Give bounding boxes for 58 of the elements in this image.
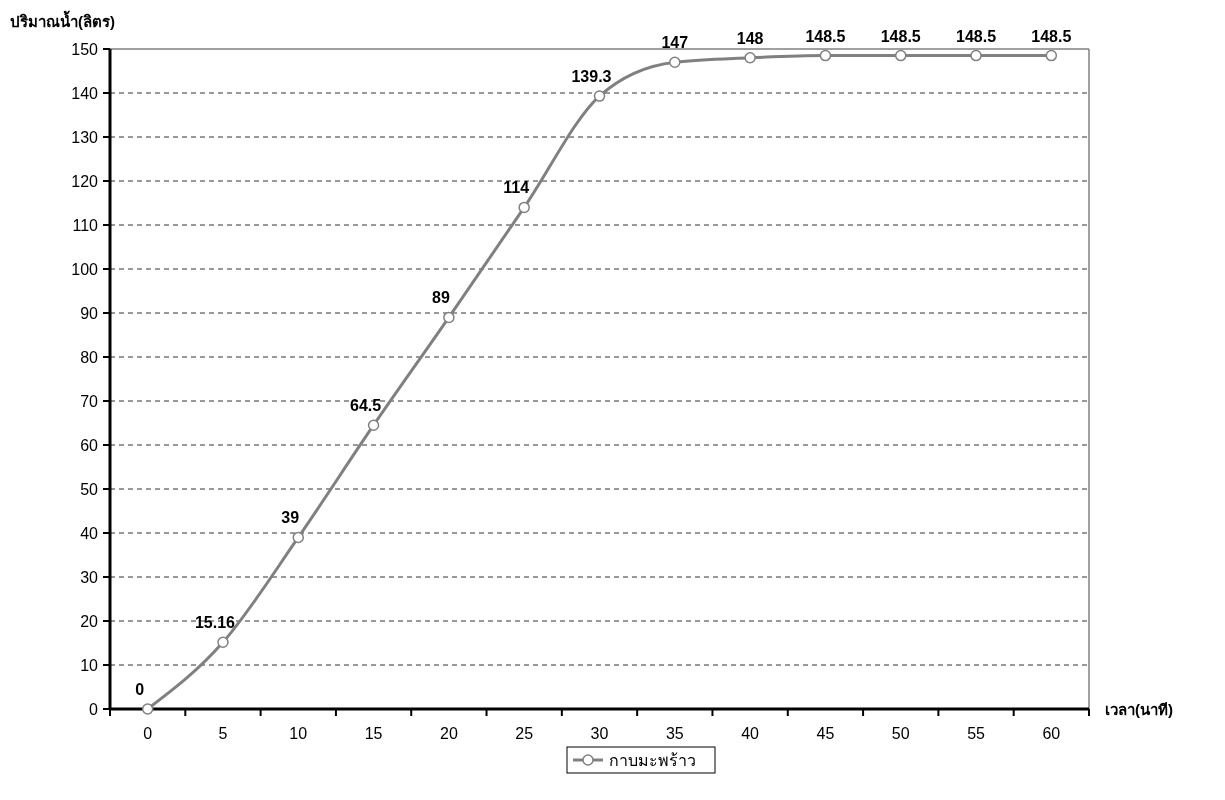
- y-tick-label: 150: [71, 40, 99, 58]
- data-label: 39: [281, 509, 300, 527]
- y-tick-label: 60: [80, 436, 99, 454]
- y-tick-label: 40: [80, 524, 99, 542]
- x-tick-label: 30: [590, 725, 609, 742]
- y-tick-label: 20: [80, 612, 99, 630]
- data-label: 139.3: [571, 68, 612, 86]
- y-tick-label: 50: [80, 480, 99, 498]
- data-label: 147: [661, 34, 689, 52]
- data-label: 148.5: [956, 27, 997, 45]
- data-label: 148.5: [805, 27, 846, 45]
- y-tick-label: 100: [71, 260, 99, 278]
- data-label: 64.5: [350, 397, 382, 415]
- point: [970, 49, 982, 62]
- y-tick-label: 120: [71, 172, 99, 190]
- data-label: 148.5: [1031, 27, 1072, 45]
- point: [141, 703, 154, 715]
- x-tick-label: 5: [218, 725, 228, 742]
- y-tick-label: 80: [80, 348, 99, 366]
- point: [367, 419, 380, 431]
- data-label: 0: [135, 681, 145, 698]
- x-tick-label: 50: [891, 725, 910, 742]
- legend-label: กาบมะพร้าว: [609, 751, 696, 769]
- point: [217, 636, 229, 649]
- data-label: 148: [736, 29, 764, 47]
- y-tick-label: 90: [80, 304, 99, 322]
- x-tick-label: 40: [741, 725, 760, 742]
- x-axis-title: เวลา(นาที): [1105, 701, 1173, 718]
- point: [744, 52, 756, 64]
- x-tick-label: 15: [364, 725, 383, 742]
- y-tick-label: 10: [80, 656, 99, 674]
- x-tick-label: 55: [967, 725, 986, 742]
- point: [669, 56, 681, 68]
- y-tick-label: 0: [89, 700, 99, 718]
- x-tick-label: 0: [143, 725, 153, 742]
- point: [443, 311, 455, 324]
- y-tick-label: 110: [72, 216, 99, 234]
- y-tick-label: 130: [71, 128, 99, 146]
- point: [518, 201, 530, 214]
- x-tick-label: 10: [289, 725, 308, 742]
- x-tick-label: 35: [665, 725, 684, 742]
- point: [819, 49, 832, 62]
- x-tick-label: 20: [439, 725, 458, 742]
- y-axis-title: ปริมาณน้ำ(ลิตร): [10, 10, 115, 30]
- point: [894, 49, 907, 62]
- y-tick-label: 30: [80, 568, 99, 586]
- point: [593, 90, 606, 102]
- point: [1045, 49, 1058, 62]
- data-label: 114: [503, 179, 530, 197]
- x-tick-label: 45: [816, 725, 835, 742]
- data-label: 89: [431, 289, 450, 307]
- data-label: 15.16: [194, 614, 236, 632]
- x-tick-label: 60: [1042, 725, 1061, 742]
- y-tick-label: 70: [80, 392, 99, 410]
- x-tick-label: 25: [515, 725, 534, 742]
- point: [292, 531, 305, 544]
- y-tick-label: 140: [71, 84, 99, 102]
- data-label: 148.5: [880, 27, 921, 45]
